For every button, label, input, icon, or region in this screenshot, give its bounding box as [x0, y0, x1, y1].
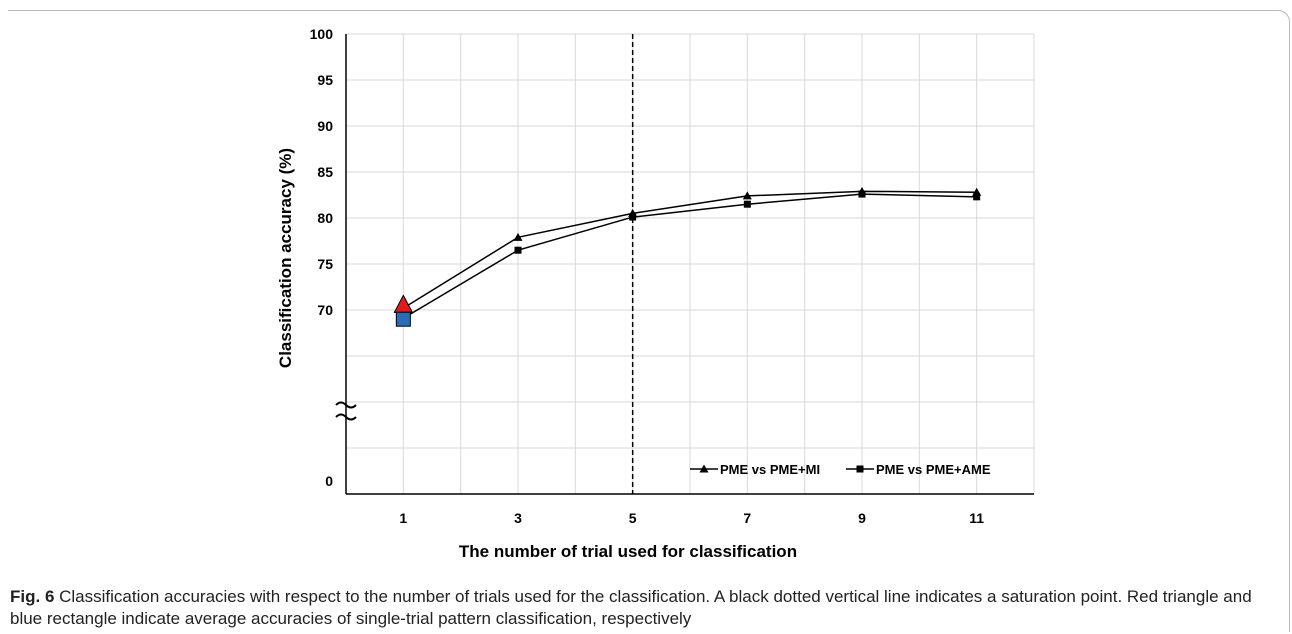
legend-square-marker: [857, 466, 864, 473]
x-tick-label: 11: [969, 510, 984, 526]
y-tick-label: 0: [325, 473, 333, 489]
highlight-markers: [394, 295, 412, 326]
x-tick-label: 3: [514, 510, 522, 526]
y-tick-label: 90: [317, 118, 333, 134]
figure-caption: Fig. 6 Classification accuracies with re…: [10, 586, 1280, 630]
tick-labels: 0 70 75 80 85 90 95 100 1 3 5 7 9 11: [310, 26, 985, 526]
caption-text: Classification accuracies with respect t…: [10, 587, 1252, 628]
y-tick-label: 80: [317, 210, 333, 226]
point-square: [744, 201, 751, 208]
grid: [346, 34, 1034, 494]
legend: PME vs PME+MI PME vs PME+AME: [690, 462, 991, 477]
x-axis-title: The number of trial used for classificat…: [459, 542, 797, 561]
x-tick-label: 1: [399, 510, 407, 526]
x-tick-label: 5: [629, 510, 637, 526]
point-square: [973, 193, 980, 200]
y-axis-title: Classification accuracy (%): [276, 148, 295, 368]
blue-square-marker: [396, 312, 410, 326]
y-tick-label: 70: [317, 302, 333, 318]
point-square: [859, 191, 866, 198]
x-tick-label: 7: [743, 510, 751, 526]
x-tick-label: 9: [858, 510, 866, 526]
y-tick-label: 85: [317, 164, 333, 180]
y-tick-label: 100: [310, 26, 334, 42]
y-tick-label: 75: [317, 256, 333, 272]
legend-label-mi: PME vs PME+MI: [720, 462, 820, 477]
point-square: [629, 214, 636, 221]
chart: 0 70 75 80 85 90 95 100 1 3 5 7 9 11 PME vs PME+MI PM…: [0, 0, 1292, 584]
caption-label: Fig. 6: [10, 587, 54, 606]
legend-label-ame: PME vs PME+AME: [876, 462, 991, 477]
y-tick-label: 95: [317, 72, 333, 88]
point-square: [515, 247, 522, 254]
